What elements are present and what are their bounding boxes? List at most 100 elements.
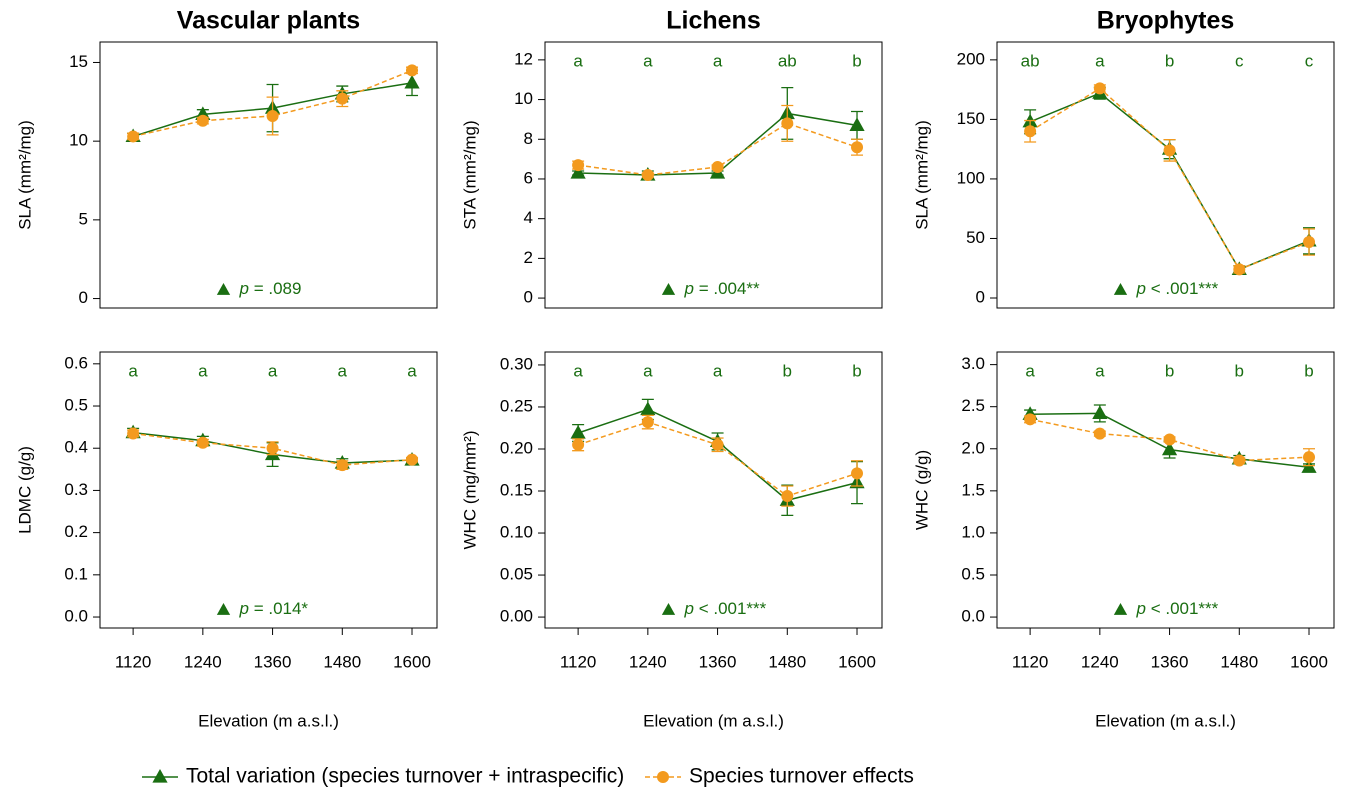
group-letter: b (852, 361, 861, 380)
y-tick-label: 0 (524, 288, 533, 307)
point (266, 109, 279, 122)
y-tick-label: 0.3 (64, 480, 88, 499)
series-line (1029, 87, 1310, 271)
y-tick-label: 0.00 (500, 607, 533, 626)
group-letter: a (268, 361, 278, 380)
y-tick-label: 0.0 (64, 607, 88, 626)
group-letter: a (1025, 361, 1035, 380)
stat-marker (216, 603, 231, 615)
y-tick-label: 0.5 (961, 564, 985, 583)
group-letter: a (407, 361, 417, 380)
point (640, 401, 656, 416)
group-letter: a (713, 51, 723, 70)
group-letter: a (1095, 51, 1105, 70)
y-tick-label: 0.2 (64, 522, 88, 541)
y-tick-label: 2.5 (961, 396, 985, 415)
y-tick-label: 0.20 (500, 438, 533, 457)
stat-text: = .089 (249, 279, 301, 298)
stat-annotation: p = .004** (684, 279, 761, 298)
point (404, 74, 420, 89)
legend-label: Species turnover effects (689, 765, 914, 788)
stat-marker (1113, 603, 1128, 615)
y-tick-label: 0.4 (64, 438, 88, 457)
point (1093, 427, 1106, 440)
point (572, 438, 585, 451)
stat-text: < .001*** (1146, 599, 1219, 618)
series-line (577, 408, 858, 502)
y-tick-label: 2 (524, 248, 533, 267)
y-tick-label: 6 (524, 168, 533, 187)
group-letter: a (1095, 361, 1105, 380)
stat-text: < .001*** (1146, 279, 1219, 298)
y-tick-label: 0.1 (64, 564, 88, 583)
panel-title: Lichens (666, 7, 760, 35)
point (1163, 433, 1176, 446)
group-letter: a (713, 361, 723, 380)
group-letter: b (1235, 361, 1244, 380)
stat-text: = .014* (249, 599, 308, 618)
plot-frame (99, 351, 438, 629)
point (570, 165, 586, 179)
x-axis-label: Elevation (m a.s.l.) (198, 711, 339, 730)
point (336, 92, 349, 105)
stat-symbol: p (239, 599, 249, 618)
point (572, 159, 585, 172)
stat-marker (661, 283, 676, 295)
stat-symbol: p (239, 279, 249, 298)
y-tick-label: 100 (957, 168, 985, 187)
stat-symbol: p (1136, 279, 1146, 298)
point (1024, 125, 1037, 138)
y-axis-label: WHC (mg/mm²) (460, 431, 479, 550)
point (570, 425, 586, 439)
x-tick-label: 1600 (1290, 652, 1328, 671)
y-axis-label: SLA (mm²/mg) (912, 120, 931, 230)
point (266, 442, 279, 455)
stat-annotation: p < .001*** (1136, 599, 1219, 618)
stat-symbol: p (1136, 599, 1146, 618)
x-tick-label: 1600 (838, 652, 876, 671)
group-letter: b (1165, 361, 1174, 380)
stat-symbol: p (684, 599, 694, 618)
y-tick-label: 0.05 (500, 565, 533, 584)
point (1233, 263, 1246, 276)
point (1303, 236, 1316, 249)
x-tick-label: 1480 (1220, 652, 1258, 671)
point (641, 169, 654, 181)
plot-frame (996, 351, 1335, 629)
x-tick-label: 1240 (1081, 652, 1119, 671)
point (851, 467, 864, 480)
x-tick-label: 1240 (629, 652, 667, 671)
point (641, 416, 654, 429)
y-tick-label: 4 (524, 208, 533, 227)
group-letter: ab (1021, 51, 1040, 70)
y-axis-label: WHC (g/g) (912, 450, 931, 530)
y-axis-label: LDMC (g/g) (15, 446, 34, 534)
x-tick-label: 1240 (184, 652, 222, 671)
y-tick-label: 5 (79, 209, 88, 228)
x-axis-label: Elevation (m a.s.l.) (1095, 711, 1236, 730)
point (851, 141, 864, 154)
plot-frame (544, 351, 883, 629)
series-line (1029, 92, 1310, 271)
y-tick-label: 0 (79, 288, 88, 307)
stat-annotation: p < .001*** (1136, 279, 1219, 298)
group-letter: a (128, 361, 138, 380)
y-tick-label: 0.30 (500, 354, 533, 373)
group-letter: b (1165, 51, 1174, 70)
y-tick-label: 10 (514, 89, 533, 108)
x-tick-label: 1120 (1012, 652, 1049, 671)
group-letter: a (643, 51, 653, 70)
stat-annotation: p = .089 (239, 279, 302, 298)
y-tick-label: 0.25 (500, 396, 533, 415)
plot-frame (99, 41, 438, 309)
y-tick-label: 2.0 (961, 438, 985, 457)
y-tick-label: 1.5 (961, 480, 985, 499)
panel-title: Vascular plants (177, 7, 360, 35)
x-tick-label: 1480 (768, 652, 806, 671)
y-tick-label: 0 (976, 287, 985, 306)
point (406, 64, 419, 77)
stat-marker (661, 603, 676, 615)
y-tick-label: 8 (524, 129, 533, 148)
x-tick-label: 1360 (1151, 652, 1189, 671)
